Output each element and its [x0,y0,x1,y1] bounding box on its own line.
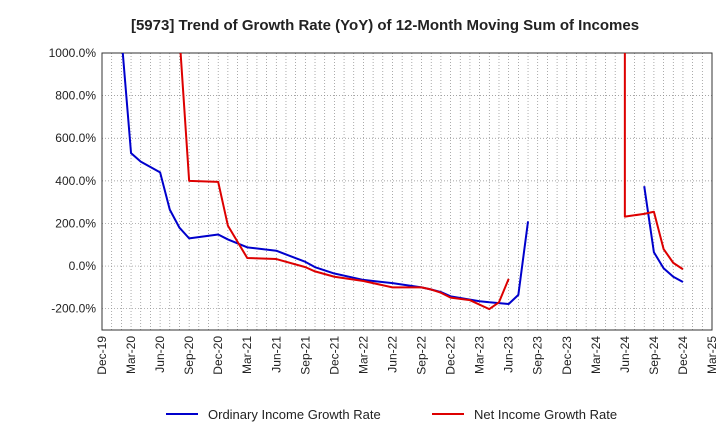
x-tick-label: Dec-21 [327,336,341,375]
legend-label: Net Income Growth Rate [474,407,617,422]
x-tick-label: Mar-21 [240,336,254,374]
x-tick-label: Dec-23 [560,336,574,375]
y-tick-label: 200.0% [55,216,96,230]
series-line [121,53,530,305]
x-tick-label: Sep-20 [182,336,196,375]
x-tick-label: Jun-23 [502,336,516,373]
plot-frame [101,52,713,331]
x-tick-label: Jun-22 [385,336,399,373]
y-tick-label: 0.0% [69,259,97,273]
y-tick-label: -200.0% [51,302,96,316]
series-line [623,53,684,271]
x-tick-label: Dec-20 [211,336,225,375]
legend-label: Ordinary Income Growth Rate [208,407,381,422]
x-tick-label: Sep-24 [647,336,661,375]
x-tick-label: Mar-20 [124,336,138,374]
series-line [643,186,684,283]
x-tick-label: Dec-22 [444,336,458,375]
legend: Ordinary Income Growth Rate Net Income Gr… [166,407,617,422]
x-tick-label: Sep-23 [531,336,545,375]
x-tick-label: Sep-22 [415,336,429,375]
y-tick-label: 800.0% [55,89,96,103]
x-tick-label: Mar-23 [473,336,487,374]
series-layer [121,53,684,311]
x-tick-label: Dec-24 [676,336,690,375]
y-tick-label: 1000.0% [49,46,97,60]
x-tick-label: Mar-25 [705,336,719,374]
grid-layer [102,52,712,330]
x-tick-label: Jun-24 [618,336,632,373]
x-tick-label: Jun-20 [153,336,167,373]
x-tick-label: Mar-22 [356,336,370,374]
x-tick-label: Sep-21 [298,336,312,375]
y-tick-label: 600.0% [55,131,96,145]
axis-layer: -200.0% 0.0% 200.0% 400.0% 600.0% 800.0% 1000.… [49,46,719,375]
x-tick-label: Dec-19 [95,336,109,375]
y-tick-label: 400.0% [55,174,96,188]
x-tick-label: Mar-24 [589,336,603,374]
x-tick-label: Jun-21 [269,336,283,373]
series-line [179,53,510,311]
chart-title: [5973] Trend of Growth Rate (YoY) of 12-… [131,17,639,34]
